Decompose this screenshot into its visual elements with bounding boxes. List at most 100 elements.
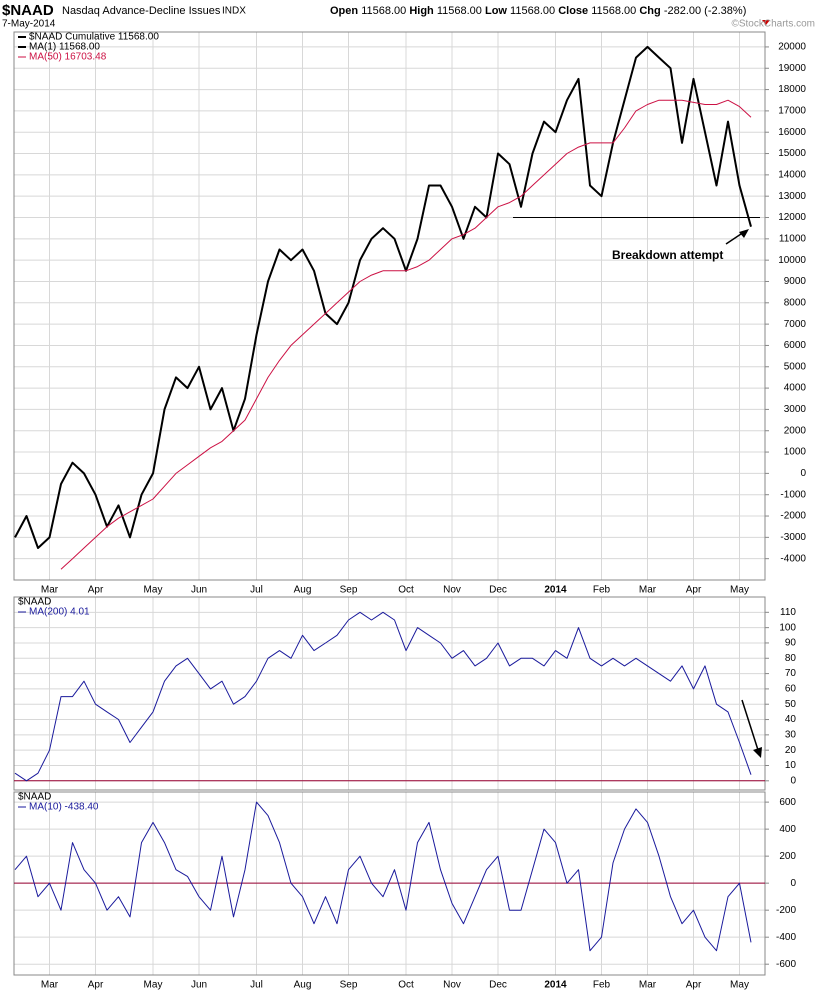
x-tick-label: Dec (489, 585, 507, 596)
y-tick-label: 40 (785, 714, 797, 725)
x-tick-label: Nov (443, 585, 461, 596)
x-tick-label: Jul (250, 585, 263, 596)
x-tick-label: Oct (398, 585, 414, 596)
y-tick-label: -600 (776, 959, 796, 970)
x-tick-label: Sep (340, 980, 358, 991)
y-tick-label: 400 (779, 824, 796, 835)
x-tick-label: May (730, 980, 749, 991)
arrow (741, 699, 759, 751)
quote-label: High (409, 5, 434, 17)
x-tick-label: Mar (639, 585, 657, 596)
y-tick-label: 9000 (784, 276, 807, 287)
x-tick-label: Aug (294, 980, 312, 991)
chart-title: $NAAD (2, 2, 54, 19)
x-tick-label: May (730, 585, 749, 596)
x-tick-label: Dec (489, 980, 507, 991)
quote-label: Open (330, 5, 358, 17)
legend-label: MA(50) 16703.48 (29, 52, 107, 63)
quote-value: 11568.00 (437, 5, 482, 17)
y-tick-label: 4000 (784, 383, 807, 394)
y-tick-label: 1000 (784, 447, 807, 458)
down-marker (762, 20, 770, 25)
y-tick-label: 80 (785, 653, 797, 664)
y-tick-label: 5000 (784, 361, 807, 372)
series-line (14, 801, 752, 952)
x-tick-label: Apr (686, 980, 702, 991)
y-tick-label: -4000 (780, 553, 806, 564)
quote-value: 11568.00 (510, 5, 555, 17)
x-tick-label: 2014 (544, 585, 567, 596)
y-tick-label: -3000 (780, 532, 806, 543)
watermark: ©StockCharts.com (731, 19, 815, 30)
y-tick-label: 14000 (778, 170, 806, 181)
chart-subtitle: Nasdaq Advance-Decline Issues (62, 5, 221, 17)
y-tick-label: 17000 (778, 106, 806, 117)
legend-title: $NAAD Cumulative 11568.00 (29, 32, 159, 43)
quote-label: Chg (639, 5, 660, 17)
quote: Open 11568.00 High 11568.00 Low 11568.00… (330, 5, 746, 17)
y-tick-label: 18000 (778, 84, 806, 95)
y-tick-label: 60 (785, 684, 797, 695)
y-tick-label: 8000 (784, 297, 807, 308)
x-tick-label: Jun (191, 585, 207, 596)
y-tick-label: 0 (800, 468, 806, 479)
x-tick-label: Aug (294, 585, 312, 596)
y-tick-label: 30 (785, 729, 797, 740)
arrows (725, 231, 759, 751)
quote-label: Close (558, 5, 588, 17)
y-tick-label: 16000 (778, 127, 806, 138)
arrow-head (739, 229, 749, 238)
x-tick-label: Apr (686, 585, 702, 596)
quote-value: -282.00 (-2.38%) (664, 5, 747, 17)
legend-label: MA(1) 11568.00 (29, 42, 100, 53)
series-line (14, 611, 752, 782)
x-tick-label: Jun (191, 980, 207, 991)
x-tick-label: Feb (593, 980, 611, 991)
panel-frame (13, 596, 766, 791)
quote-value: 11568.00 (591, 5, 636, 17)
y-tick-label: 3000 (784, 404, 807, 415)
y-tick-label: 20000 (778, 42, 806, 53)
y-tick-label: 12000 (778, 212, 806, 223)
x-tick-label: Mar (639, 980, 657, 991)
y-tick-label: 0 (790, 878, 796, 889)
x-tick-label: Apr (88, 585, 104, 596)
x-tick-label: Oct (398, 980, 414, 991)
x-tick-label: Nov (443, 980, 461, 991)
x-tick-label: Mar (41, 585, 59, 596)
exchange: INDX (222, 6, 246, 17)
legend-label: MA(10) -438.40 (29, 802, 99, 813)
x-tick-label: Apr (88, 980, 104, 991)
series-line (14, 45, 752, 549)
date: 7-May-2014 (2, 19, 56, 30)
legend-title: $NAAD (18, 597, 51, 608)
annotation: Breakdown attempt (612, 248, 723, 262)
quote-value: 11568.00 (361, 5, 406, 17)
x-tick-label: Feb (593, 585, 611, 596)
x-tick-label: May (144, 585, 163, 596)
y-tick-label: 70 (785, 668, 797, 679)
y-tick-label: 110 (780, 607, 796, 618)
y-tick-label: 10000 (778, 255, 806, 266)
y-tick-label: 7000 (784, 319, 807, 330)
x-tick-label: 2014 (544, 980, 567, 991)
panel-frame (13, 31, 766, 581)
x-tick-label: May (144, 980, 163, 991)
y-tick-label: 20 (785, 745, 797, 756)
y-tick-label: -2000 (780, 511, 806, 522)
x-tick-label: Jul (250, 980, 263, 991)
x-tick-label: Mar (41, 980, 59, 991)
y-tick-label: -1000 (780, 489, 806, 500)
y-tick-label: 200 (779, 851, 796, 862)
y-tick-label: 0 (790, 775, 796, 786)
series-line (60, 99, 752, 570)
y-tick-label: 6000 (784, 340, 807, 351)
y-tick-label: 2000 (784, 425, 807, 436)
y-tick-label: 90 (785, 638, 797, 649)
y-tick-label: -200 (776, 905, 796, 916)
y-tick-label: 600 (779, 797, 796, 808)
y-tick-label: 15000 (778, 148, 806, 159)
y-tick-label: 10 (785, 760, 797, 771)
y-tick-label: 50 (785, 699, 797, 710)
